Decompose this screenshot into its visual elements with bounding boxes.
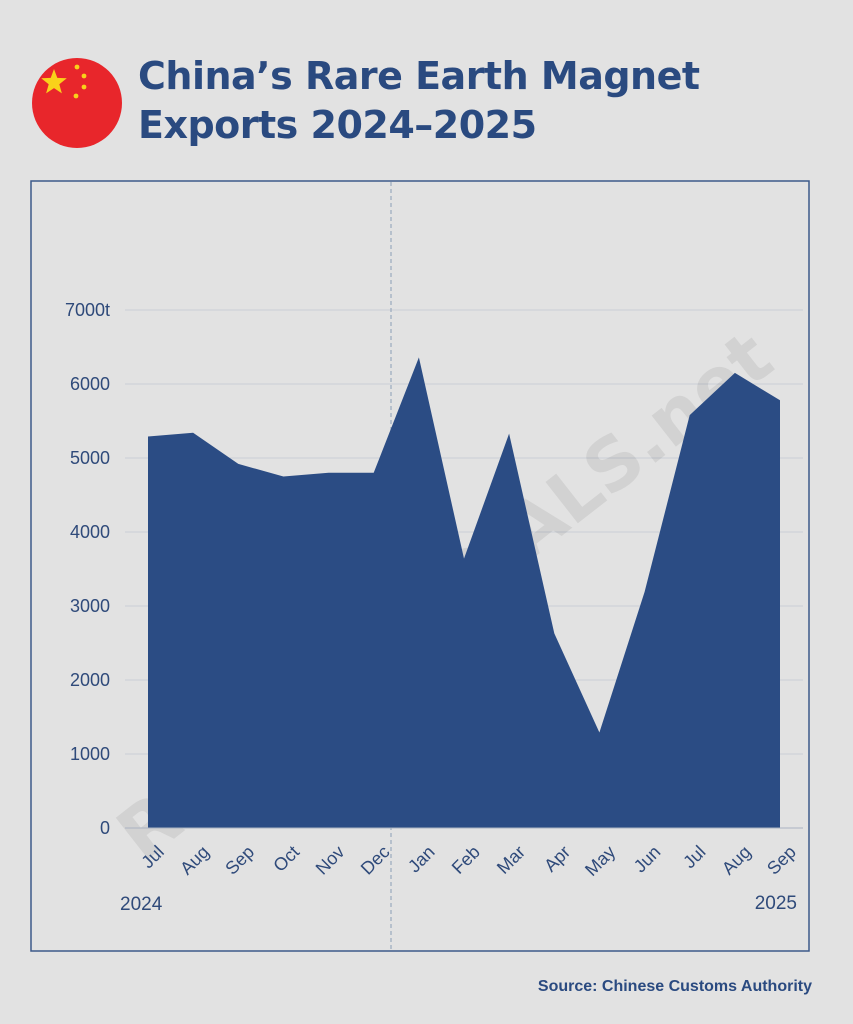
x-tick-label: Jun	[630, 842, 665, 877]
y-tick-label: 4000	[70, 522, 110, 542]
chart-frame	[30, 180, 810, 952]
x-tick-label: Nov	[312, 842, 349, 879]
x-tick-label: Sep	[763, 842, 800, 879]
x-tick-label: Dec	[357, 842, 394, 879]
chart-title: China’s Rare Earth Magnet Exports 2024–2…	[138, 52, 700, 150]
title-line-2: Exports 2024–2025	[138, 103, 537, 147]
x-tick-label: May	[581, 842, 619, 880]
x-tick-label: Mar	[493, 842, 529, 878]
year-label-end: 2025	[755, 893, 797, 914]
x-tick-label: Jul	[679, 842, 709, 872]
x-tick-label: Apr	[540, 842, 574, 876]
y-tick-label: 5000	[70, 448, 110, 468]
x-tick-label: Oct	[269, 842, 303, 876]
y-tick-label: 1000	[70, 744, 110, 764]
x-tick-label: Feb	[448, 842, 484, 878]
y-tick-label: 6000	[70, 374, 110, 394]
y-tick-label: 0	[100, 818, 110, 838]
y-tick-label: 2000	[70, 670, 110, 690]
x-tick-label: Jan	[404, 842, 439, 877]
y-tick-label: 3000	[70, 596, 110, 616]
year-label-start: 2024	[120, 894, 163, 915]
china-flag-icon	[32, 58, 122, 148]
y-tick-label: 7000t	[65, 300, 110, 320]
source-note: Source: Chinese Customs Authority	[537, 978, 812, 995]
y-axis-ticks: 0 1000 2000 3000 4000 5000 6000 7000t	[65, 300, 110, 838]
area-series	[148, 357, 780, 828]
x-axis-ticks: Jul Aug Sep Oct Nov Dec Jan Feb Mar Apr May Jun Jul A…	[137, 842, 799, 880]
x-tick-label: Aug	[718, 842, 755, 879]
x-tick-label: Sep	[221, 842, 258, 879]
title-line-1: China’s Rare Earth Magnet	[138, 54, 700, 98]
